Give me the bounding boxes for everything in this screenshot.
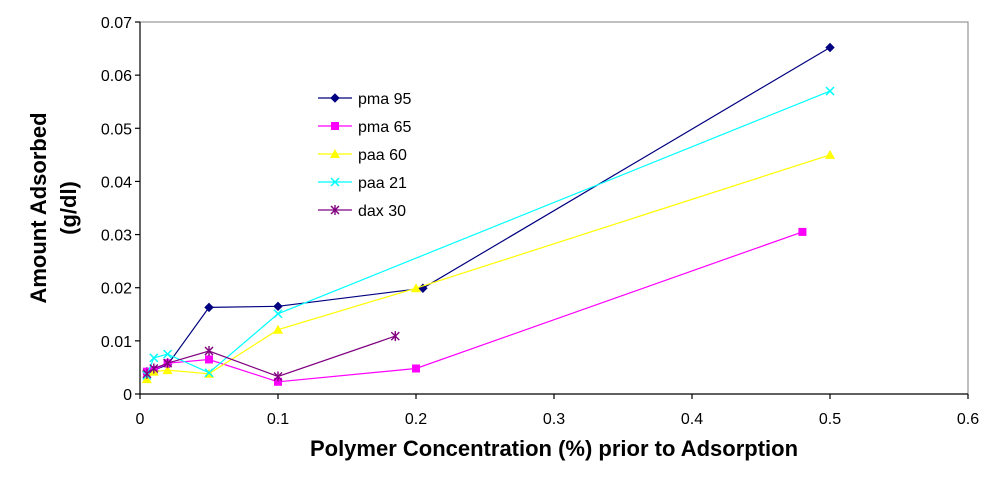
- series-layer: [141, 42, 835, 386]
- legend-item-pma-95: pma 95: [318, 91, 411, 108]
- data-point-paa-60: [273, 324, 283, 334]
- y-axis-title-line2: (g/dl): [56, 181, 81, 235]
- legend-item-paa-60: paa 60: [318, 147, 407, 164]
- x-tick-label: 0.6: [957, 411, 979, 428]
- data-point-dax-30: [163, 358, 173, 369]
- legend-marker: [330, 177, 340, 187]
- x-tick-label: 0.4: [681, 411, 703, 428]
- data-point-paa-60: [411, 283, 421, 293]
- legend-item-paa-21: paa 21: [318, 175, 407, 192]
- legend-label: pma 95: [358, 91, 411, 108]
- legend-marker: [331, 122, 339, 130]
- legend-marker: [330, 93, 340, 103]
- data-point-dax-30: [204, 345, 214, 356]
- legend-label: pma 65: [358, 119, 411, 136]
- data-point-paa-21: [273, 309, 283, 319]
- series-dax-30: [142, 331, 400, 382]
- y-tick-label: 0.05: [101, 121, 132, 138]
- data-point-paa-21: [163, 349, 173, 359]
- y-axis-title-line1: Amount Adsorbed: [26, 112, 51, 303]
- x-tick-label: 0.2: [405, 411, 427, 428]
- data-point-dax-30: [149, 363, 159, 374]
- series-line-pma-95: [146, 46, 831, 373]
- x-tick-label: 0.5: [819, 411, 841, 428]
- legend-label: dax 30: [358, 203, 406, 220]
- x-tick-label: 0.1: [267, 411, 289, 428]
- y-tick-label: 0.04: [101, 174, 132, 191]
- data-point-dax-30: [390, 331, 400, 342]
- y-tick-label: 0: [123, 387, 132, 404]
- data-point-paa-21: [825, 86, 835, 96]
- y-tick-label: 0.02: [101, 281, 132, 298]
- y-ticks: 0 0.01 0.02 0.03 0.04 0.05 0.06 0.07: [101, 15, 140, 404]
- legend-label: paa 21: [358, 175, 407, 192]
- y-tick-label: 0.03: [101, 228, 132, 245]
- data-point-pma-95: [273, 301, 283, 312]
- y-axis-title: Amount Adsorbed (g/dl): [26, 112, 81, 303]
- y-tick-label: 0.01: [101, 334, 132, 351]
- x-tick-label: 0: [136, 411, 145, 428]
- x-ticks: 0 0.1 0.2 0.3 0.4 0.5 0.6: [136, 394, 979, 428]
- series-line-paa-21: [146, 90, 831, 376]
- series-pma-95: [142, 42, 835, 377]
- data-point-paa-60: [825, 149, 835, 159]
- data-point-paa-60: [162, 365, 173, 375]
- y-tick-label: 0.06: [101, 68, 132, 85]
- data-point-pma-65: [274, 377, 282, 386]
- series-paa-60: [141, 149, 835, 384]
- legend-item-dax-30: dax 30: [318, 203, 406, 220]
- legend-marker: [330, 149, 340, 158]
- data-point-dax-30: [273, 371, 283, 382]
- series-paa-21: [142, 86, 835, 380]
- x-axis-title: Polymer Concentration (%) prior to Adsor…: [310, 436, 798, 461]
- data-point-pma-65: [205, 355, 213, 364]
- series-line-paa-60: [146, 154, 831, 380]
- legend-marker: [330, 205, 340, 215]
- legend: pma 95 pma 65 paa 60 paa 21 dax 30: [318, 91, 411, 220]
- legend-item-pma-65: pma 65: [318, 119, 411, 136]
- y-tick-label: 0.07: [101, 15, 132, 32]
- data-point-pma-65: [798, 227, 807, 236]
- data-point-pma-65: [412, 364, 420, 373]
- data-point-dax-30: [142, 368, 152, 379]
- data-point-paa-21: [204, 368, 214, 378]
- legend-label: paa 60: [358, 147, 407, 164]
- data-point-pma-95: [825, 42, 835, 53]
- data-point-paa-21: [149, 353, 159, 363]
- data-point-pma-95: [204, 302, 214, 313]
- x-tick-label: 0.3: [543, 411, 565, 428]
